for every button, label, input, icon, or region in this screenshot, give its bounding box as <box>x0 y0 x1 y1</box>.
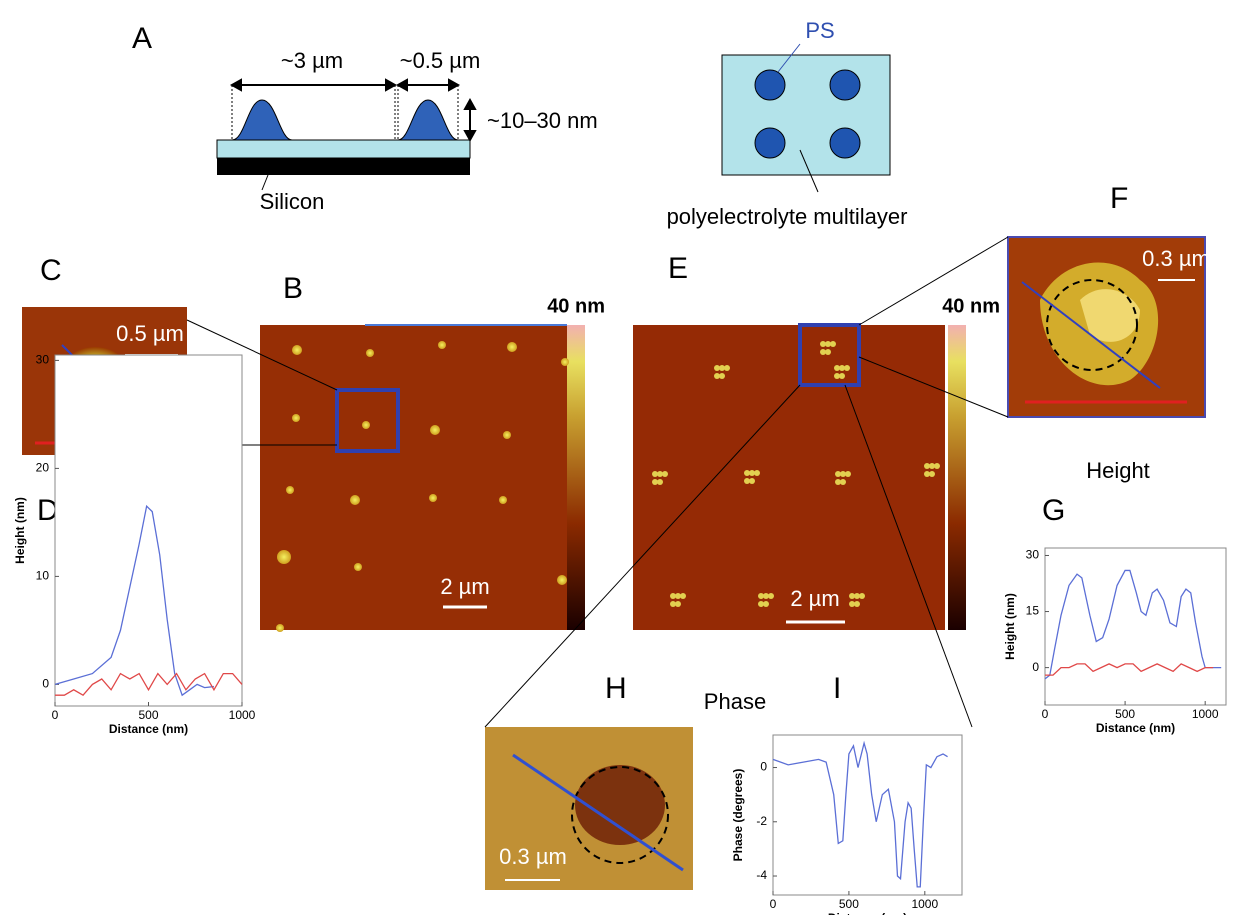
plot-frame <box>1045 548 1226 705</box>
feature <box>670 601 676 607</box>
top-view <box>722 55 890 175</box>
x-axis-label: Distance (nm) <box>109 722 188 736</box>
y-tick-label: 30 <box>36 353 50 367</box>
feature <box>507 342 517 352</box>
feature <box>503 431 511 439</box>
panel-label: B <box>283 272 303 305</box>
feature <box>849 601 855 607</box>
feature <box>820 349 826 355</box>
y-tick-label: -2 <box>756 814 767 828</box>
y-tick-label: 0 <box>760 760 767 774</box>
scale-label: 2 µm <box>440 574 489 599</box>
x-axis-label: Distance (nm) <box>828 911 907 915</box>
dimension: ~10–30 nm <box>487 108 598 133</box>
x-tick-label: 1000 <box>1192 707 1219 721</box>
feature <box>675 593 681 599</box>
colorbar-label: 40 nm <box>942 295 1000 317</box>
feature <box>834 373 840 379</box>
panel-label: F <box>1110 182 1128 215</box>
feature <box>438 341 446 349</box>
x-tick-label: 500 <box>839 897 859 911</box>
ps-bump <box>232 100 292 140</box>
feature <box>362 421 370 429</box>
x-tick-label: 1000 <box>229 708 256 722</box>
colorbar <box>948 325 966 630</box>
afm-e <box>633 325 945 630</box>
x-tick-label: 0 <box>1042 707 1049 721</box>
feature <box>276 624 284 632</box>
y-tick-label: 0 <box>42 677 49 691</box>
feature <box>854 593 860 599</box>
y-tick-label: 10 <box>36 569 50 583</box>
feature <box>499 496 507 504</box>
feature <box>657 471 663 477</box>
panel-label: E <box>668 252 688 285</box>
x-tick-label: 500 <box>1115 707 1135 721</box>
y-axis-label: Phase (degrees) <box>731 769 745 862</box>
feature <box>350 495 360 505</box>
scale-label: 0.5 µm <box>116 321 184 346</box>
panel-label: I <box>833 672 841 705</box>
panel-label: A <box>132 22 152 55</box>
section-title: Phase <box>704 689 766 714</box>
y-tick-label: 15 <box>1026 604 1040 618</box>
y-tick-label: 20 <box>36 461 50 475</box>
feature <box>429 494 437 502</box>
feature <box>557 575 567 585</box>
scale-label: 2 µm <box>790 586 839 611</box>
scale-label: 0.3 µm <box>1142 246 1210 271</box>
plot-frame <box>55 355 242 706</box>
feature <box>835 479 841 485</box>
y-tick-label: 0 <box>1032 660 1039 674</box>
figure: A B C D E F G H I ~3 µm ~0.5 µm ~10–30 n… <box>0 0 1233 915</box>
feature <box>763 593 769 599</box>
y-axis-label: Height (nm) <box>1003 593 1017 660</box>
x-tick-label: 0 <box>52 708 59 722</box>
feature <box>366 349 374 357</box>
feature <box>277 550 291 564</box>
y-tick-label: -4 <box>756 868 767 882</box>
scale-label: 0.3 µm <box>499 844 567 869</box>
pointer <box>262 175 268 190</box>
x-tick-label: 500 <box>138 708 158 722</box>
feature <box>430 425 440 435</box>
feature <box>561 358 569 366</box>
feature <box>924 471 930 477</box>
multilayer-label: polyelectrolyte multilayer <box>667 204 908 229</box>
multilayer <box>217 140 470 158</box>
feature <box>354 563 362 571</box>
colorbar <box>567 325 585 630</box>
dimension: ~0.5 µm <box>400 48 481 73</box>
x-tick-label: 0 <box>770 897 777 911</box>
feature <box>744 478 750 484</box>
feature <box>292 345 302 355</box>
section-title: Height <box>1086 458 1150 483</box>
substrate-label: Silicon <box>260 189 325 214</box>
feature <box>929 463 935 469</box>
feature <box>758 601 764 607</box>
feature <box>286 486 294 494</box>
x-tick-label: 1000 <box>911 897 938 911</box>
panel-label: G <box>1042 494 1065 527</box>
panel-label: H <box>605 672 627 705</box>
ps-label: PS <box>805 18 834 43</box>
feature <box>719 365 725 371</box>
feature <box>714 373 720 379</box>
panel-label: C <box>40 254 62 287</box>
dimension: ~3 µm <box>281 48 343 73</box>
feature <box>292 414 300 422</box>
feature <box>840 471 846 477</box>
feature <box>839 365 845 371</box>
silicon <box>217 158 470 175</box>
colorbar-label: 40 nm <box>547 295 605 317</box>
afm-b <box>260 325 567 630</box>
y-axis-label: Height (nm) <box>13 497 27 564</box>
feature <box>749 470 755 476</box>
feature <box>652 479 658 485</box>
x-axis-label: Distance (nm) <box>1096 721 1175 735</box>
ps-bump <box>398 100 458 140</box>
y-tick-label: 30 <box>1026 548 1040 562</box>
feature <box>825 341 831 347</box>
